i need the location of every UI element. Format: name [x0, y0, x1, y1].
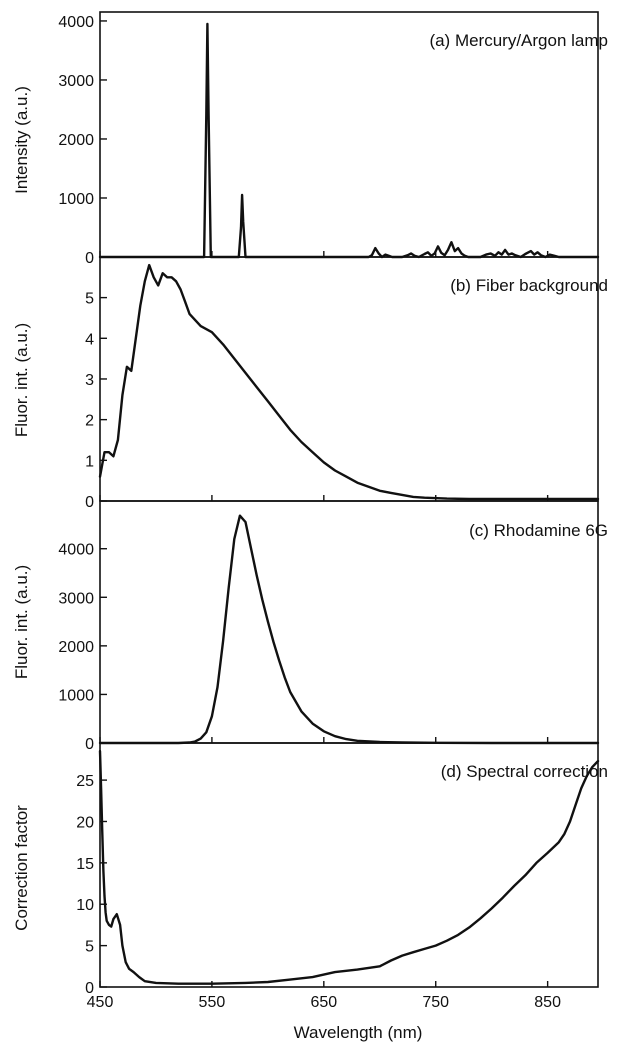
x-tick-label: 850	[534, 994, 561, 1011]
x-axis-title: Wavelength (nm)	[294, 1023, 423, 1042]
y-tick-label: 5	[85, 291, 94, 308]
panel-a-mercury-argon-lamp: (a) Mercury/Argon lamp Intensity (a.u.) …	[12, 11, 608, 267]
panel-d-spectral-correction: (d) Spectral correction Correction facto…	[12, 742, 608, 1042]
series-line	[98, 514, 600, 745]
y-tick-label: 2	[85, 413, 94, 430]
y-tick-label: 15	[76, 856, 94, 873]
y-tick-label: 0	[85, 250, 94, 267]
y-axis-title: Fluor. int. (a.u.)	[12, 323, 31, 437]
x-tick-label: 650	[310, 994, 337, 1011]
y-tick-label: 3	[85, 372, 94, 389]
y-tick-label: 3000	[58, 73, 94, 90]
y-tick-label: 0	[85, 736, 94, 753]
panel-c-rhodamine-6g: (c) Rhodamine 6G Fluor. int. (a.u.) 0 100…	[12, 500, 608, 753]
panel-title: (b) Fiber background	[450, 276, 608, 295]
y-tick-label: 0	[85, 980, 94, 997]
plot-frame	[99, 742, 599, 988]
y-tick-label: 10	[76, 897, 94, 914]
panel-title: (d) Spectral correction	[441, 762, 608, 781]
y-tick-label: 1	[85, 453, 94, 470]
panel-title: (a) Mercury/Argon lamp	[429, 31, 608, 50]
y-axis-title: Intensity (a.u.)	[12, 86, 31, 194]
panel-title: (c) Rhodamine 6G	[469, 521, 608, 540]
x-tick-label: 750	[422, 994, 449, 1011]
y-tick-label: 5	[85, 939, 94, 956]
series-line	[98, 22, 600, 259]
y-tick-label: 4	[85, 331, 94, 348]
y-tick-label: 3000	[58, 590, 94, 607]
y-tick-label: 1000	[58, 191, 94, 208]
x-tick-label: 450	[87, 994, 114, 1011]
y-tick-label: 4000	[58, 542, 94, 559]
series-line	[98, 749, 600, 985]
x-tick-label: 550	[199, 994, 226, 1011]
y-tick-label: 25	[76, 773, 94, 790]
panel-b-fiber-background: (b) Fiber background Fluor. int. (a.u.) …	[12, 256, 608, 511]
y-tick-label: 1000	[58, 687, 94, 704]
y-tick-label: 20	[76, 814, 94, 831]
series-line	[98, 263, 600, 501]
y-tick-label: 0	[85, 494, 94, 511]
y-axis-title: Fluor. int. (a.u.)	[12, 565, 31, 679]
y-axis-title: Correction factor	[12, 805, 31, 931]
y-tick-label: 2000	[58, 639, 94, 656]
y-tick-label: 2000	[58, 132, 94, 149]
y-tick-label: 4000	[58, 14, 94, 31]
